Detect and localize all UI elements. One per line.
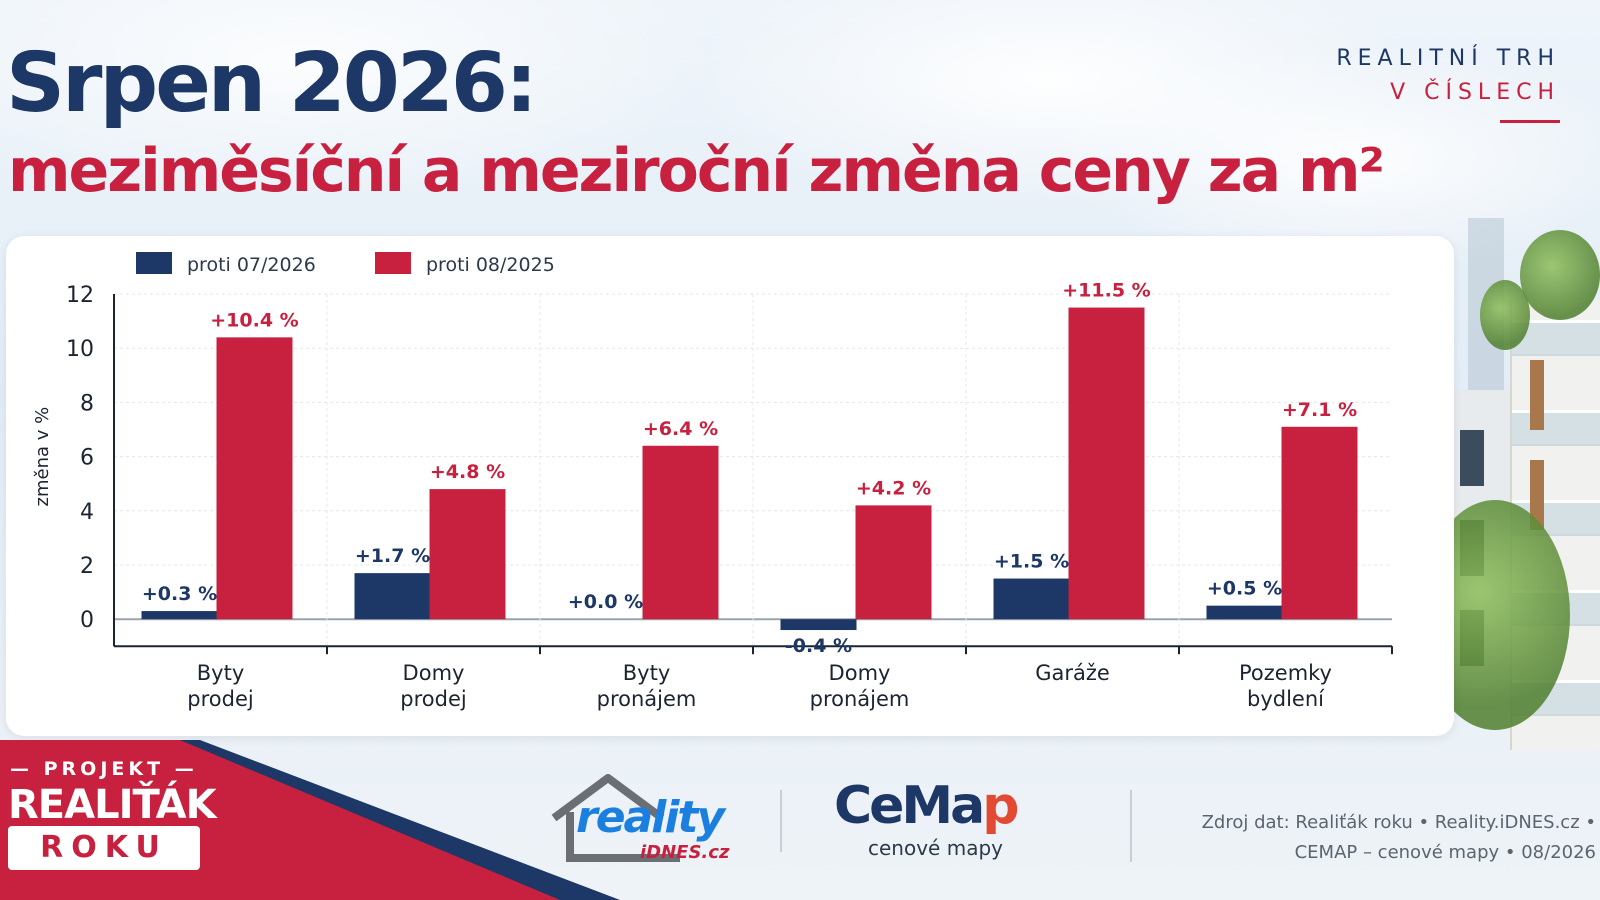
project-label-rule-left: — bbox=[10, 758, 44, 780]
x-tick-label: prodej bbox=[187, 687, 253, 711]
reality-logo: reality bbox=[576, 792, 725, 843]
cemap-logo: CeMap bbox=[834, 776, 1020, 836]
bar bbox=[993, 578, 1070, 620]
data-label: +11.5 % bbox=[1062, 280, 1150, 302]
data-label: +1.5 % bbox=[994, 551, 1069, 573]
cemap-logo-text: CeMa bbox=[834, 776, 985, 836]
project-badge: ROKU bbox=[8, 826, 200, 870]
y-tick-label: 2 bbox=[80, 554, 94, 579]
bar bbox=[642, 445, 719, 620]
tagline: REALITNÍ TRH V ČÍSLECH bbox=[1336, 42, 1560, 110]
legend-swatch bbox=[375, 252, 411, 274]
project-label-text: PROJEKT bbox=[43, 758, 165, 780]
house-icon bbox=[551, 774, 680, 862]
data-source: Zdroj dat: Realiťák roku • Reality.iDNES… bbox=[1202, 808, 1596, 868]
building-wood-panel bbox=[1530, 360, 1544, 430]
data-label: +0.5 % bbox=[1207, 578, 1282, 600]
data-label: +0.0 % bbox=[568, 591, 643, 613]
bar bbox=[855, 505, 932, 620]
y-tick-label: 12 bbox=[66, 283, 94, 308]
x-tick-label: bydlení bbox=[1247, 687, 1325, 711]
legend-swatch bbox=[136, 252, 172, 274]
tree bbox=[1480, 280, 1530, 350]
x-tick-label: pronájem bbox=[597, 687, 697, 711]
chart-card: proti 07/2026 proti 08/2025 0 2 4 6 8 10 12 změna… bbox=[6, 236, 1454, 736]
bar bbox=[216, 337, 293, 620]
data-label: +6.4 % bbox=[643, 418, 718, 440]
bar bbox=[354, 573, 431, 620]
building-wood-panel bbox=[1530, 460, 1544, 530]
y-tick-label: 0 bbox=[80, 608, 94, 633]
tree bbox=[1520, 230, 1600, 320]
tagline-line-2: V ČÍSLECH bbox=[1390, 80, 1560, 105]
page-subtitle: meziměsíční a meziroční změna ceny za m² bbox=[8, 136, 1385, 206]
x-tick-label: Byty bbox=[197, 661, 245, 685]
data-label: +7.1 % bbox=[1282, 399, 1357, 421]
x-tick-label: Byty bbox=[623, 661, 671, 685]
y-axis-label: změna v % bbox=[32, 407, 53, 507]
source-line-2: CEMAP – cenové mapy • 08/2026 bbox=[1294, 842, 1596, 863]
x-tick-label: Pozemky bbox=[1239, 661, 1332, 685]
x-tick-label: Domy bbox=[829, 661, 891, 685]
legend-label: proti 07/2026 bbox=[187, 254, 316, 276]
bar bbox=[1068, 307, 1145, 620]
data-label: +10.4 % bbox=[210, 309, 298, 331]
y-tick-label: 10 bbox=[66, 337, 94, 362]
data-label: +4.2 % bbox=[856, 477, 931, 499]
tagline-rule bbox=[1500, 120, 1560, 123]
x-tick-label: prodej bbox=[400, 687, 466, 711]
x-tick-label: Domy bbox=[403, 661, 465, 685]
logo-divider bbox=[780, 790, 782, 852]
tagline-line-1: REALITNÍ TRH bbox=[1336, 46, 1560, 71]
project-label: — PROJEKT — bbox=[10, 758, 198, 780]
data-label: -0.4 % bbox=[785, 635, 852, 657]
bar bbox=[141, 611, 218, 620]
bar bbox=[1281, 426, 1358, 620]
bar-chart: proti 07/2026 proti 08/2025 0 2 4 6 8 10 12 změna… bbox=[32, 252, 1393, 711]
x-tick-label: pronájem bbox=[810, 687, 910, 711]
legend-label: proti 08/2025 bbox=[426, 254, 555, 276]
building-window bbox=[1460, 430, 1484, 486]
project-title: REALIŤÁK bbox=[8, 782, 217, 828]
page-title: Srpen 2026: bbox=[6, 36, 538, 131]
data-label: +0.3 % bbox=[142, 583, 217, 605]
source-line-1: Zdroj dat: Realiťák roku • Reality.iDNES… bbox=[1201, 812, 1596, 833]
y-tick-label: 8 bbox=[80, 391, 94, 416]
logo-divider bbox=[1130, 790, 1132, 862]
idnes-logo: iDNES.cz bbox=[640, 842, 730, 863]
building-balcony bbox=[1512, 410, 1600, 446]
x-tick-label: Garáže bbox=[1035, 661, 1110, 685]
bar bbox=[1206, 605, 1283, 620]
y-tick-label: 6 bbox=[80, 446, 94, 471]
cemap-subtitle: cenové mapy bbox=[868, 836, 1003, 860]
data-label: +4.8 % bbox=[430, 461, 505, 483]
data-label: +1.7 % bbox=[355, 545, 430, 567]
bar bbox=[780, 619, 857, 631]
project-label-rule-right: — bbox=[164, 758, 198, 780]
y-tick-label: 4 bbox=[80, 500, 94, 525]
cemap-logo-pin: p bbox=[982, 776, 1019, 836]
bar bbox=[429, 489, 506, 620]
